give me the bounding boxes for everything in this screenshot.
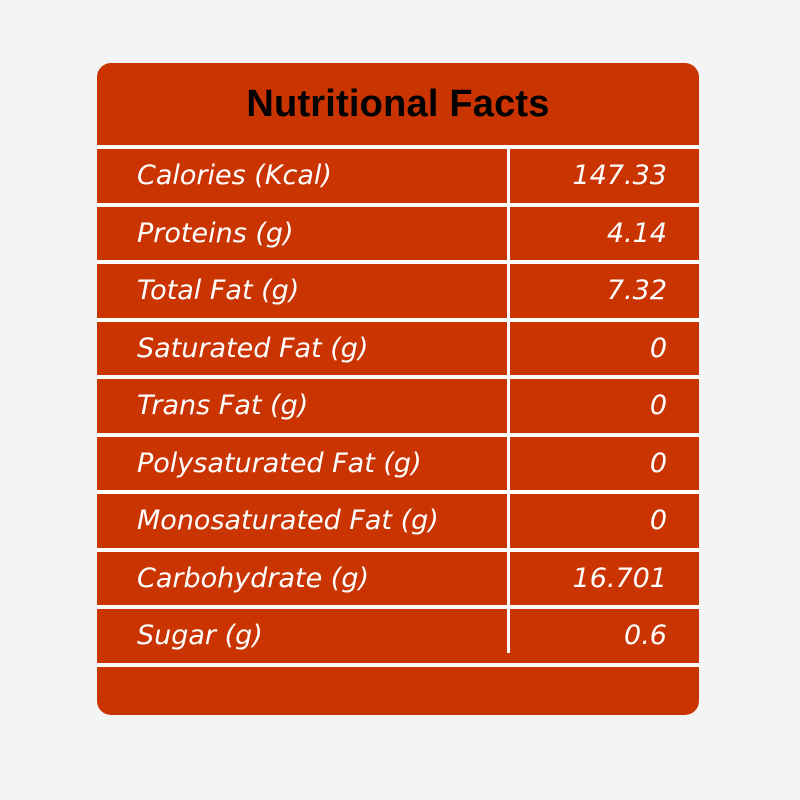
nutrient-value: 0 (649, 390, 667, 422)
row-divider (97, 375, 699, 379)
row-divider (97, 605, 699, 609)
nutrient-label: Saturated Fat (g) (137, 332, 369, 364)
nutrient-value: 16.701 (572, 562, 667, 594)
column-divider (507, 145, 510, 653)
nutrient-label: Monosaturated Fat (g) (137, 505, 439, 537)
row-divider (97, 260, 699, 264)
table-row: Calories (Kcal) 147.33 (97, 149, 699, 203)
nutrition-facts-table: Calories (Kcal) 147.33 Proteins (g) 4.14… (97, 145, 699, 667)
table-row: Polysaturated Fat (g) 0 (97, 437, 699, 491)
nutrient-value: 0 (649, 332, 667, 364)
nutrient-value: 0 (649, 447, 667, 479)
nutrient-value: 147.33 (572, 160, 667, 192)
nutrient-value: 0.6 (624, 620, 667, 652)
nutrient-label: Sugar (g) (137, 620, 263, 652)
table-row: Trans Fat (g) 0 (97, 379, 699, 433)
nutrient-label: Polysaturated Fat (g) (137, 447, 422, 479)
row-divider (97, 547, 699, 552)
nutrition-facts-card: Nutritional Facts Calories (Kcal) 147.33… (97, 63, 699, 715)
row-divider (97, 202, 699, 207)
table-row: Sugar (g) 0.6 (97, 609, 699, 663)
nutrient-value: 7.32 (606, 275, 667, 307)
row-divider (97, 662, 699, 667)
table-row: Carbohydrate (g) 16.701 (97, 552, 699, 606)
row-divider (97, 490, 699, 494)
table-row: Monosaturated Fat (g) 0 (97, 494, 699, 548)
nutrient-value: 0 (649, 505, 667, 537)
row-divider (97, 317, 699, 322)
nutrient-label: Carbohydrate (g) (137, 562, 370, 594)
table-row: Proteins (g) 4.14 (97, 207, 699, 261)
row-divider (97, 145, 699, 149)
nutrient-label: Trans Fat (g) (137, 390, 309, 422)
row-divider (97, 432, 699, 437)
table-row: Saturated Fat (g) 0 (97, 322, 699, 376)
nutrient-label: Proteins (g) (137, 217, 294, 249)
nutrient-label: Calories (Kcal) (137, 160, 332, 192)
nutrient-label: Total Fat (g) (137, 275, 300, 307)
table-row: Total Fat (g) 7.32 (97, 264, 699, 318)
nutrition-facts-title: Nutritional Facts (246, 82, 550, 125)
nutrient-value: 4.14 (606, 217, 667, 249)
